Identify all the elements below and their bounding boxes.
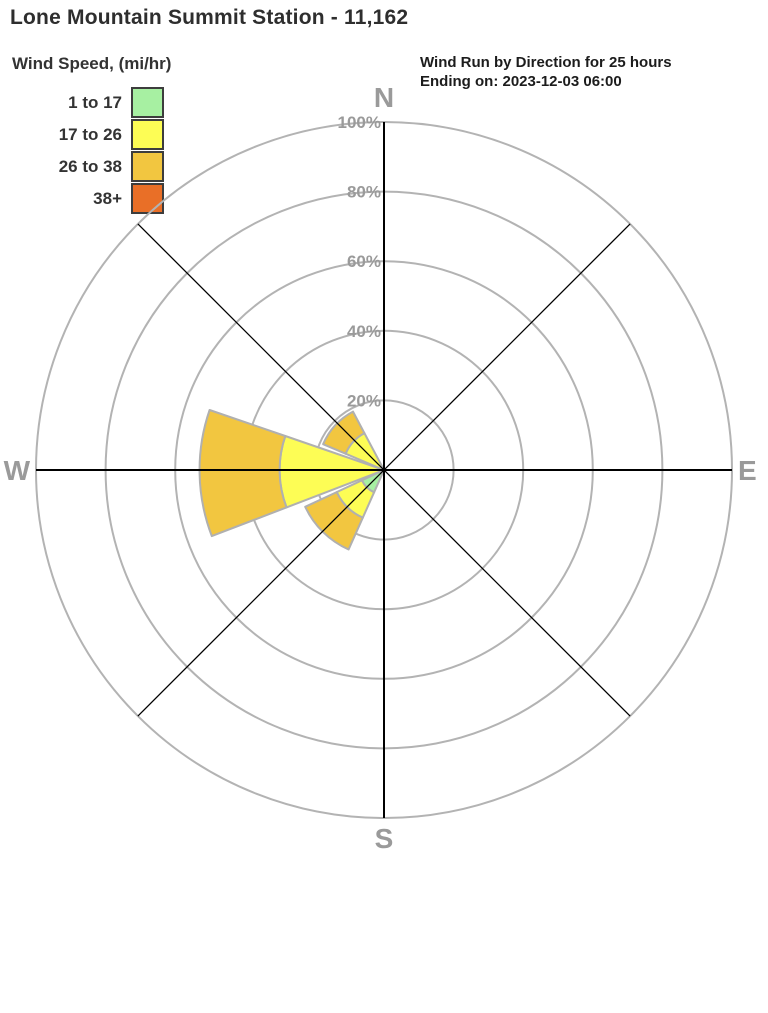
legend-label: 17 to 26: [58, 124, 122, 144]
petal-nw-segment-26to38: [322, 410, 366, 455]
ring-label-80pct: 80%: [347, 183, 381, 202]
legend-title: Wind Speed, (mi/hr): [12, 54, 172, 73]
legend-swatch-amber: [131, 151, 164, 182]
ring-label-100pct: 100%: [338, 113, 381, 132]
legend-row: 26 to 38: [0, 151, 170, 182]
legend-label: 1 to 17: [68, 92, 122, 112]
chart-subtitle: Wind Run by Direction for 25 hours Endin…: [420, 53, 672, 91]
legend-row: 17 to 26: [0, 119, 170, 150]
ring-label-40pct: 40%: [347, 322, 381, 341]
ring-label-60pct: 60%: [347, 252, 381, 271]
wind-speed-legend: 1 to 17 17 to 26 26 to 38 38+: [0, 87, 170, 216]
legend-swatch-yellow: [131, 119, 164, 150]
page-title: Lone Mountain Summit Station - 11,162: [10, 6, 409, 29]
axis-se-nw: [137, 223, 631, 717]
chart-subtitle-line1: Wind Run by Direction for 25 hours: [420, 54, 672, 71]
ring-label-20pct: 20%: [347, 391, 381, 410]
compass-label-s: S: [375, 823, 394, 854]
compass-label-e: E: [738, 455, 757, 486]
chart-subtitle-line2: Ending on: 2023-12-03 06:00: [420, 73, 622, 90]
petal-w-segment-26to38: [198, 409, 288, 538]
legend-swatch-green: [131, 87, 164, 118]
legend-swatch-orange: [131, 183, 164, 214]
legend-label: 38+: [93, 188, 122, 208]
compass-label-n: N: [374, 82, 394, 113]
legend-label: 26 to 38: [58, 156, 122, 176]
compass-label-w: W: [4, 455, 31, 486]
legend-row: 38+: [0, 183, 170, 214]
legend-row: 1 to 17: [0, 87, 170, 118]
